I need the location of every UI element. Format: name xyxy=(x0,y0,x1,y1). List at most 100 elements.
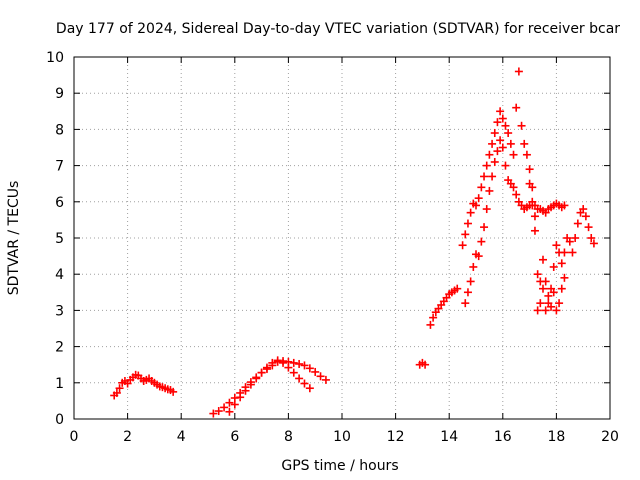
data-point xyxy=(488,139,497,148)
x-tick-label: 10 xyxy=(333,429,351,445)
data-point xyxy=(209,409,218,418)
data-point xyxy=(268,358,277,367)
data-point xyxy=(490,129,499,138)
data-point xyxy=(477,237,486,246)
data-point xyxy=(584,223,593,232)
data-point xyxy=(300,361,309,370)
data-point xyxy=(279,358,288,367)
data-point xyxy=(579,205,588,214)
x-tick-label: 12 xyxy=(387,429,405,445)
data-point xyxy=(480,223,489,232)
data-point xyxy=(311,367,320,376)
y-tick-label: 0 xyxy=(55,412,64,428)
data-point xyxy=(509,150,518,159)
data-point xyxy=(541,277,550,286)
data-point xyxy=(474,252,483,261)
data-point xyxy=(225,398,234,407)
data-point xyxy=(530,212,539,221)
data-point xyxy=(488,172,497,181)
data-point xyxy=(466,208,475,217)
data-point xyxy=(169,387,178,396)
data-point xyxy=(295,374,304,383)
data-point xyxy=(557,284,566,293)
data-point xyxy=(225,407,234,416)
data-point xyxy=(498,114,507,123)
data-point xyxy=(112,388,121,397)
data-point xyxy=(506,139,515,148)
data-point xyxy=(509,183,518,192)
y-tick-label: 7 xyxy=(55,159,64,175)
y-tick-label: 5 xyxy=(55,231,64,247)
data-point xyxy=(517,121,526,130)
data-point xyxy=(284,363,293,372)
data-point xyxy=(295,359,304,368)
y-tick-label: 8 xyxy=(55,122,64,138)
data-point xyxy=(458,241,467,250)
x-tick-label: 18 xyxy=(547,429,565,445)
data-point xyxy=(560,273,569,282)
data-point xyxy=(539,255,547,264)
plot-frame xyxy=(73,56,611,420)
x-tick-label: 20 xyxy=(601,429,619,445)
data-point xyxy=(549,288,558,297)
data-point xyxy=(589,239,598,248)
data-point xyxy=(552,306,561,315)
data-point xyxy=(560,248,569,257)
data-point xyxy=(220,403,229,412)
x-tick-label: 14 xyxy=(440,429,458,445)
data-point xyxy=(316,372,325,381)
data-point xyxy=(321,375,330,384)
x-tick-label: 8 xyxy=(284,429,293,445)
data-point xyxy=(230,400,239,409)
data-point xyxy=(493,147,502,156)
data-point xyxy=(501,121,510,130)
data-point xyxy=(236,393,245,402)
data-point xyxy=(565,237,574,246)
data-point xyxy=(466,277,475,286)
data-point xyxy=(252,374,261,383)
data-point xyxy=(522,150,531,159)
y-tick-label: 10 xyxy=(46,50,64,66)
x-tick-label: 2 xyxy=(123,429,132,445)
data-point xyxy=(482,205,491,214)
data-point xyxy=(115,384,124,393)
data-point xyxy=(289,368,298,377)
data-point xyxy=(552,241,561,250)
data-point xyxy=(587,234,596,242)
x-tick-label: 0 xyxy=(70,429,79,445)
data-point xyxy=(482,161,491,170)
x-tick-label: 4 xyxy=(177,429,186,445)
data-point xyxy=(490,157,499,166)
data-point xyxy=(514,67,523,76)
y-tick-label: 1 xyxy=(55,376,64,392)
y-tick-label: 9 xyxy=(55,86,64,102)
y-tick-label: 3 xyxy=(55,303,64,319)
data-point xyxy=(512,103,521,112)
data-point xyxy=(568,248,577,257)
data-point xyxy=(477,183,486,192)
data-point xyxy=(504,129,513,138)
data-point xyxy=(273,356,282,365)
data-point xyxy=(528,197,537,206)
data-point xyxy=(485,150,494,159)
data-point xyxy=(214,407,223,416)
data-point xyxy=(549,262,558,271)
data-point xyxy=(421,360,430,369)
data-point xyxy=(544,291,553,300)
data-point xyxy=(469,262,478,271)
data-point xyxy=(461,299,470,308)
data-point xyxy=(463,219,472,228)
data-point xyxy=(533,270,542,279)
data-point xyxy=(493,118,502,127)
data-point xyxy=(498,143,507,152)
x-tick-label: 6 xyxy=(230,429,239,445)
data-point xyxy=(485,186,494,195)
y-tick-label: 6 xyxy=(55,195,64,211)
data-point xyxy=(539,284,547,293)
data-point xyxy=(453,284,462,293)
data-point xyxy=(557,259,566,268)
